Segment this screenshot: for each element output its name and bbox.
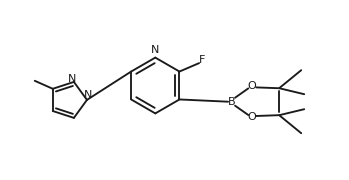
- Text: O: O: [247, 81, 256, 91]
- Text: N: N: [151, 45, 159, 55]
- Text: N: N: [68, 74, 76, 84]
- Text: B: B: [228, 97, 236, 107]
- Text: N: N: [84, 90, 92, 100]
- Text: O: O: [247, 112, 256, 122]
- Text: F: F: [199, 55, 205, 65]
